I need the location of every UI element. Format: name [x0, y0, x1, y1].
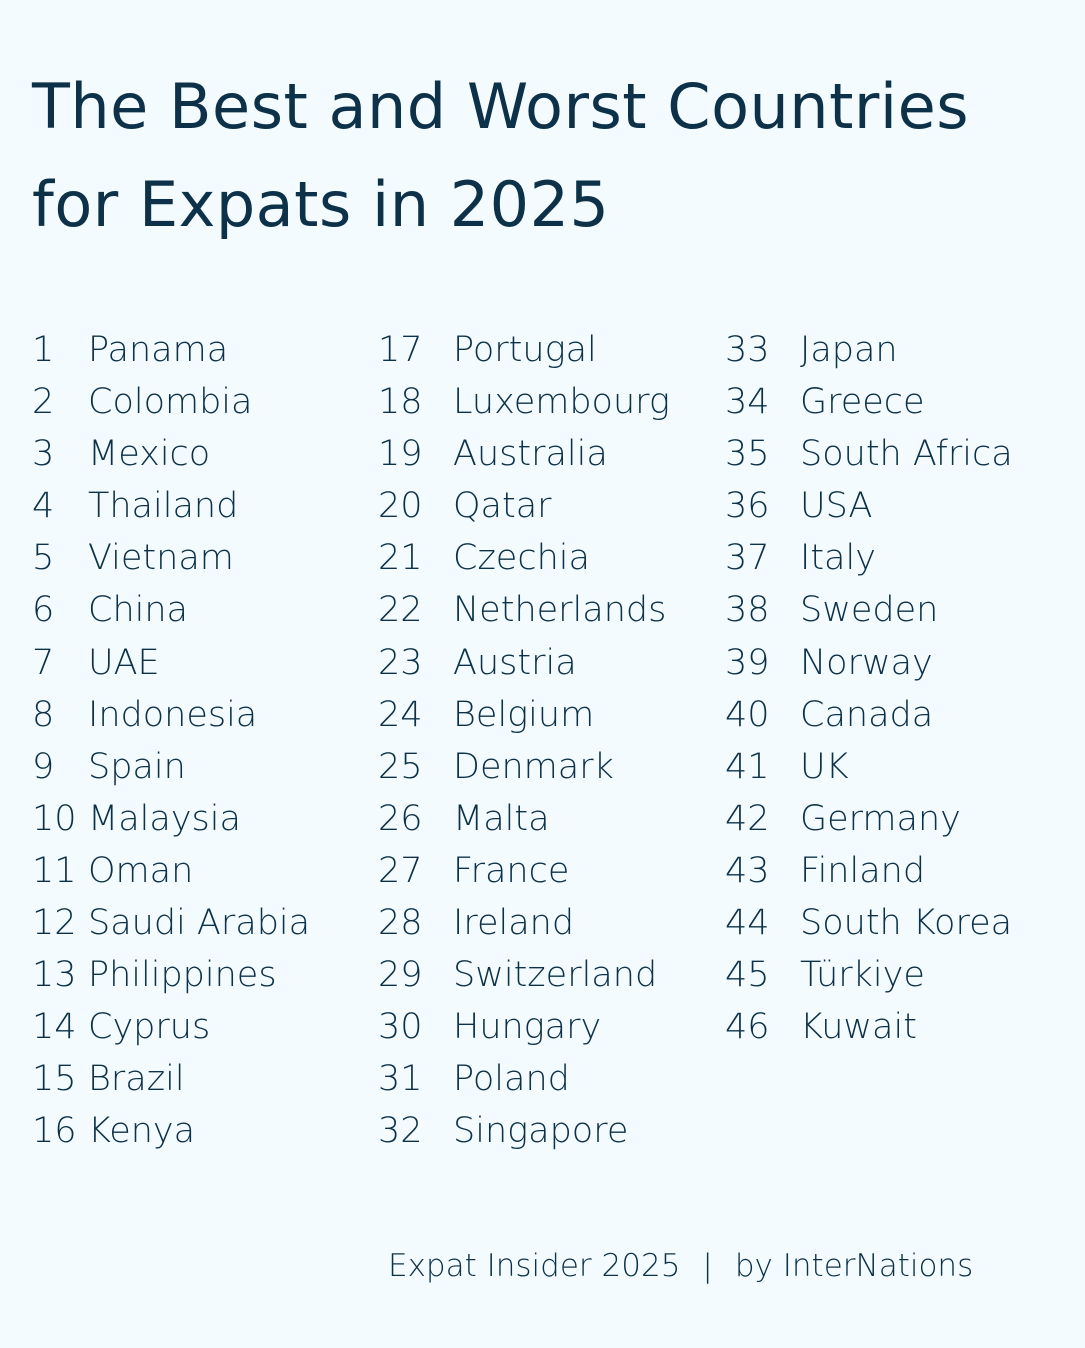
rank-number: 18	[378, 382, 423, 423]
rank-number: 14	[32, 1007, 77, 1048]
rank-number: 43	[725, 850, 770, 891]
country-name: Austria	[453, 642, 577, 683]
footer-source: Expat Insider 2025	[388, 1248, 681, 1284]
country-name: Qatar	[453, 486, 552, 527]
rank-number: 24	[378, 694, 423, 735]
rank-number: 21	[378, 538, 423, 579]
rank-number: 8	[32, 694, 55, 735]
country-name: Indonesia	[88, 694, 258, 735]
rank-number: 11	[32, 850, 77, 891]
rank-number: 31	[378, 1059, 423, 1100]
rank-number: 28	[378, 903, 423, 944]
rank-number: 2	[32, 382, 55, 423]
country-name: Oman	[88, 850, 194, 891]
country-name: Japan	[800, 330, 898, 370]
country-name: Denmark	[453, 746, 614, 787]
rank-number: 3	[32, 434, 55, 475]
rank-number: 12	[32, 903, 77, 944]
rank-number: 41	[725, 746, 770, 787]
rank-number: 15	[32, 1059, 77, 1100]
country-name: Vietnam	[88, 538, 234, 579]
rank-number: 17	[378, 330, 423, 370]
rank-number: 1	[32, 330, 55, 370]
rank-number: 32	[378, 1111, 423, 1152]
country-name: Kuwait	[800, 1007, 917, 1048]
page-title: The Best and Worst Countries for Expats …	[32, 70, 970, 241]
rank-number: 46	[725, 1007, 770, 1048]
country-name: China	[88, 590, 188, 631]
country-name: Türkiye	[800, 955, 925, 996]
rank-number: 45	[725, 955, 770, 996]
country-name: Ireland	[453, 903, 575, 944]
country-name: Belgium	[453, 694, 595, 735]
rank-number: 9	[32, 746, 55, 787]
country-name: Switzerland	[453, 955, 658, 996]
country-name: Finland	[800, 850, 926, 891]
country-name: Malta	[453, 798, 550, 839]
rank-number: 25	[378, 746, 423, 787]
country-name: Luxembourg	[453, 382, 670, 423]
country-name: South Korea	[800, 903, 1013, 944]
country-name: Germany	[800, 798, 961, 839]
country-name: Mexico	[88, 434, 211, 475]
rank-number: 20	[378, 486, 423, 527]
rank-number: 34	[725, 382, 770, 423]
country-name: Hungary	[453, 1007, 602, 1048]
country-name: Spain	[88, 746, 186, 787]
country-name: South Africa	[800, 434, 1013, 475]
footer-credit: by InterNations	[734, 1248, 974, 1284]
rank-number: 5	[32, 538, 55, 579]
rank-number: 39	[725, 642, 770, 683]
country-name: Norway	[800, 642, 933, 683]
country-name: Canada	[800, 694, 934, 735]
rank-number: 16	[32, 1111, 77, 1152]
country-name: France	[453, 850, 570, 891]
footer: Expat Insider 2025 | by InterNations	[388, 1248, 973, 1284]
country-name: UAE	[88, 642, 160, 683]
rank-number: 26	[378, 798, 423, 839]
rank-number: 33	[725, 330, 770, 370]
rank-number: 7	[32, 642, 55, 683]
rank-number: 10	[32, 798, 77, 839]
rank-number: 27	[378, 850, 423, 891]
rank-number: 4	[32, 486, 55, 527]
country-name: Thailand	[88, 486, 239, 527]
rank-number: 37	[725, 538, 770, 579]
footer-separator: |	[702, 1248, 713, 1284]
country-name: Australia	[453, 434, 608, 475]
rank-number: 6	[32, 590, 55, 631]
country-name: Kenya	[88, 1111, 196, 1152]
country-name: USA	[800, 486, 873, 527]
country-name: Malaysia	[88, 798, 241, 839]
country-name: Brazil	[88, 1059, 185, 1100]
country-name: Poland	[453, 1059, 570, 1100]
country-name: Colombia	[88, 382, 253, 423]
rank-number: 30	[378, 1007, 423, 1048]
rank-number: 40	[725, 694, 770, 735]
country-name: Philippines	[88, 955, 277, 996]
rank-number: 23	[378, 642, 423, 683]
rank-number: 42	[725, 798, 770, 839]
rank-number: 35	[725, 434, 770, 475]
rank-number: 29	[378, 955, 423, 996]
country-name: Czechia	[453, 538, 590, 579]
country-name: Panama	[88, 330, 229, 370]
rank-number: 38	[725, 590, 770, 631]
country-name: Portugal	[453, 330, 597, 370]
country-name: Singapore	[453, 1111, 629, 1152]
rank-number: 36	[725, 486, 770, 527]
country-name: Greece	[800, 382, 925, 423]
country-name: UK	[800, 746, 849, 787]
country-name: Sweden	[800, 590, 939, 631]
country-name: Cyprus	[88, 1007, 211, 1048]
country-name: Saudi Arabia	[88, 903, 311, 944]
rank-number: 44	[725, 903, 770, 944]
rank-number: 19	[378, 434, 423, 475]
country-name: Netherlands	[453, 590, 667, 631]
rank-number: 22	[378, 590, 423, 631]
rank-number: 13	[32, 955, 77, 996]
country-name: Italy	[800, 538, 876, 579]
